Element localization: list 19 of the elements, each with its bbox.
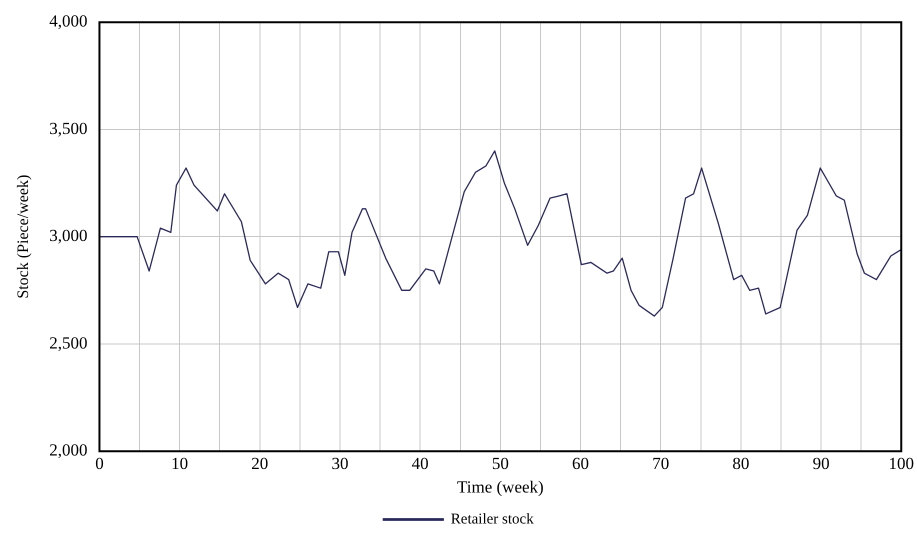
legend-label: Retailer stock [450,511,534,528]
y-tick-label: 3,000 [49,226,88,246]
y-tick-label: 2,500 [49,333,88,352]
y-axis-title: Stock (Piece/week) [14,174,32,299]
y-tick-label: 4,000 [49,12,88,31]
x-tick-label: 70 [652,454,670,473]
x-tick-label: 30 [331,454,348,473]
x-tick-label: 80 [732,454,750,473]
x-tick-label: 20 [251,454,268,473]
x-tick-label: 50 [492,454,509,473]
x-tick-label: 10 [171,454,188,473]
x-tick-label: 40 [412,454,429,473]
x-tick-label: 90 [812,454,830,473]
y-tick-label: 2,000 [49,440,88,460]
x-tick-label: 60 [572,454,590,473]
x-axis-title: Time (week) [456,477,544,496]
y-tick-label: 3,500 [49,118,88,138]
x-tick-label: 100 [888,454,914,473]
x-tick-label: 0 [95,454,104,473]
